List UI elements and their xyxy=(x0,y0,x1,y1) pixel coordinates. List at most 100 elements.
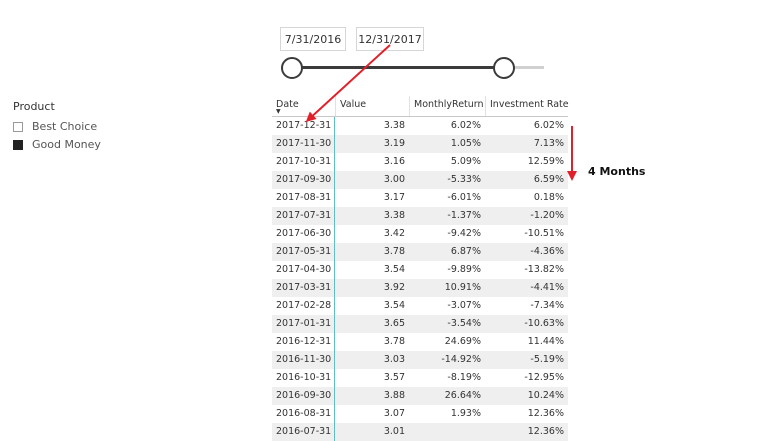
table-row[interactable]: 2016-08-31 3.07 1.93% 12.36% xyxy=(272,405,568,423)
date-slider-rest xyxy=(504,66,544,69)
cell-investment-rate: 12.59% xyxy=(527,156,564,167)
cell-value: 3.00 xyxy=(383,174,405,185)
cell-value: 3.17 xyxy=(383,192,405,203)
cell-investment-rate: -12.95% xyxy=(524,372,564,383)
end-date-input[interactable]: 12/31/2017 xyxy=(356,27,424,51)
legend-item-good-money[interactable]: Good Money xyxy=(13,138,101,151)
table-row[interactable]: 2016-11-30 3.03 -14.92% -5.19% xyxy=(272,351,568,369)
cell-monthly-return: -6.01% xyxy=(447,192,481,203)
table-row[interactable]: 2017-04-30 3.54 -9.89% -13.82% xyxy=(272,261,568,279)
cell-date: 2017-09-30 xyxy=(272,171,335,189)
legend-item-best-choice[interactable]: Best Choice xyxy=(13,120,97,133)
start-date-input[interactable]: 7/31/2016 xyxy=(280,27,346,51)
cell-value: 3.57 xyxy=(383,372,405,383)
cell-monthly-return: 10.91% xyxy=(444,282,481,293)
cell-date: 2017-02-28 xyxy=(272,297,335,315)
cell-date: 2017-07-31 xyxy=(272,207,335,225)
table-row[interactable]: 2017-08-31 3.17 -6.01% 0.18% xyxy=(272,189,568,207)
table-row[interactable]: 2016-09-30 3.88 26.64% 10.24% xyxy=(272,387,568,405)
cell-value: 3.16 xyxy=(383,156,405,167)
slider-end-handle[interactable] xyxy=(493,57,515,79)
cell-value: 3.54 xyxy=(383,264,405,275)
cell-value: 3.19 xyxy=(383,138,405,149)
column-header-label: Date xyxy=(276,99,299,110)
cell-value: 3.88 xyxy=(383,390,405,401)
cell-monthly-return: 1.05% xyxy=(450,138,481,149)
cell-monthly-return: 24.69% xyxy=(444,336,481,347)
cell-monthly-return: -8.19% xyxy=(447,372,481,383)
table-row[interactable]: 2017-12-31 3.38 6.02% 6.02% xyxy=(272,117,568,135)
checkbox-icon[interactable] xyxy=(13,121,23,132)
table-row[interactable]: 2017-07-31 3.38 -1.37% -1.20% xyxy=(272,207,568,225)
table-row[interactable]: 2017-03-31 3.92 10.91% -4.41% xyxy=(272,279,568,297)
table-row[interactable]: 2017-10-31 3.16 5.09% 12.59% xyxy=(272,153,568,171)
cell-date: 2016-10-31 xyxy=(272,369,335,387)
table-row[interactable]: 2017-02-28 3.54 -3.07% -7.34% xyxy=(272,297,568,315)
table-row[interactable]: 2017-06-30 3.42 -9.42% -10.51% xyxy=(272,225,568,243)
cell-value: 3.07 xyxy=(383,408,405,419)
cell-investment-rate: -4.41% xyxy=(530,282,564,293)
table-row[interactable]: 2017-01-31 3.65 -3.54% -10.63% xyxy=(272,315,568,333)
cell-value: 3.78 xyxy=(383,336,405,347)
column-header-date[interactable]: Date ▼ xyxy=(272,96,335,116)
cell-investment-rate: -13.82% xyxy=(524,264,564,275)
cell-value: 3.03 xyxy=(383,354,405,365)
column-header-investment-rate[interactable]: Investment Rate xyxy=(485,96,569,116)
cell-date: 2016-12-31 xyxy=(272,333,335,351)
cell-value: 3.54 xyxy=(383,300,405,311)
cell-monthly-return: 5.09% xyxy=(450,156,481,167)
data-table: Date ▼ Value MonthlyReturn Investment Ra… xyxy=(272,96,569,441)
cell-investment-rate: -4.36% xyxy=(530,246,564,257)
cell-date: 2017-12-31 xyxy=(272,117,335,135)
cell-investment-rate: 6.02% xyxy=(533,120,564,131)
cell-date: 2016-09-30 xyxy=(272,387,335,405)
legend-item-label: Good Money xyxy=(32,138,101,151)
cell-monthly-return: -9.42% xyxy=(447,228,481,239)
cell-date: 2016-11-30 xyxy=(272,351,335,369)
slider-start-handle[interactable] xyxy=(281,57,303,79)
cell-date: 2016-08-31 xyxy=(272,405,335,423)
cell-investment-rate: 7.13% xyxy=(533,138,564,149)
cell-value: 3.78 xyxy=(383,246,405,257)
cell-date: 2017-11-30 xyxy=(272,135,335,153)
table-header: Date ▼ Value MonthlyReturn Investment Ra… xyxy=(272,96,569,117)
cell-investment-rate: 12.36% xyxy=(527,408,564,419)
cell-date: 2017-08-31 xyxy=(272,189,335,207)
cell-monthly-return: -1.37% xyxy=(447,210,481,221)
checkbox-icon[interactable] xyxy=(13,139,23,150)
table-body: 2017-12-31 3.38 6.02% 6.02% 2017-11-30 3.19 1.… xyxy=(272,117,568,441)
cell-investment-rate: -1.20% xyxy=(530,210,564,221)
cell-date: 2017-03-31 xyxy=(272,279,335,297)
cell-date: 2017-10-31 xyxy=(272,153,335,171)
cell-date: 2017-04-30 xyxy=(272,261,335,279)
cell-monthly-return: -5.33% xyxy=(447,174,481,185)
table-row[interactable]: 2017-05-31 3.78 6.87% -4.36% xyxy=(272,243,568,261)
cell-investment-rate: 0.18% xyxy=(533,192,564,203)
cell-value: 3.92 xyxy=(383,282,405,293)
cell-investment-rate: 10.24% xyxy=(527,390,564,401)
cell-monthly-return: 6.87% xyxy=(450,246,481,257)
column-header-value[interactable]: Value xyxy=(335,96,409,116)
legend-item-label: Best Choice xyxy=(32,120,98,133)
cell-value: 3.38 xyxy=(383,120,405,131)
cell-investment-rate: 6.59% xyxy=(533,174,564,185)
cell-value: 3.42 xyxy=(383,228,405,239)
cell-monthly-return: 6.02% xyxy=(450,120,481,131)
table-row[interactable]: 2017-11-30 3.19 1.05% 7.13% xyxy=(272,135,568,153)
cell-monthly-return: 1.93% xyxy=(450,408,481,419)
table-row[interactable]: 2016-10-31 3.57 -8.19% -12.95% xyxy=(272,369,568,387)
column-header-monthly-return[interactable]: MonthlyReturn xyxy=(409,96,485,116)
cell-monthly-return: -3.07% xyxy=(447,300,481,311)
cell-investment-rate: -10.63% xyxy=(524,318,564,329)
cell-investment-rate: 11.44% xyxy=(527,336,564,347)
cell-investment-rate: -5.19% xyxy=(530,354,564,365)
cell-value: 3.65 xyxy=(383,318,405,329)
cell-date: 2017-05-31 xyxy=(272,243,335,261)
cell-monthly-return: -9.89% xyxy=(447,264,481,275)
product-legend-title: Product xyxy=(13,100,55,113)
table-row[interactable]: 2017-09-30 3.00 -5.33% 6.59% xyxy=(272,171,568,189)
date-slider-track[interactable] xyxy=(292,66,504,69)
sort-descending-icon: ▼ xyxy=(276,108,281,115)
table-row[interactable]: 2016-12-31 3.78 24.69% 11.44% xyxy=(272,333,568,351)
annotation-label: 4 Months xyxy=(588,165,646,178)
